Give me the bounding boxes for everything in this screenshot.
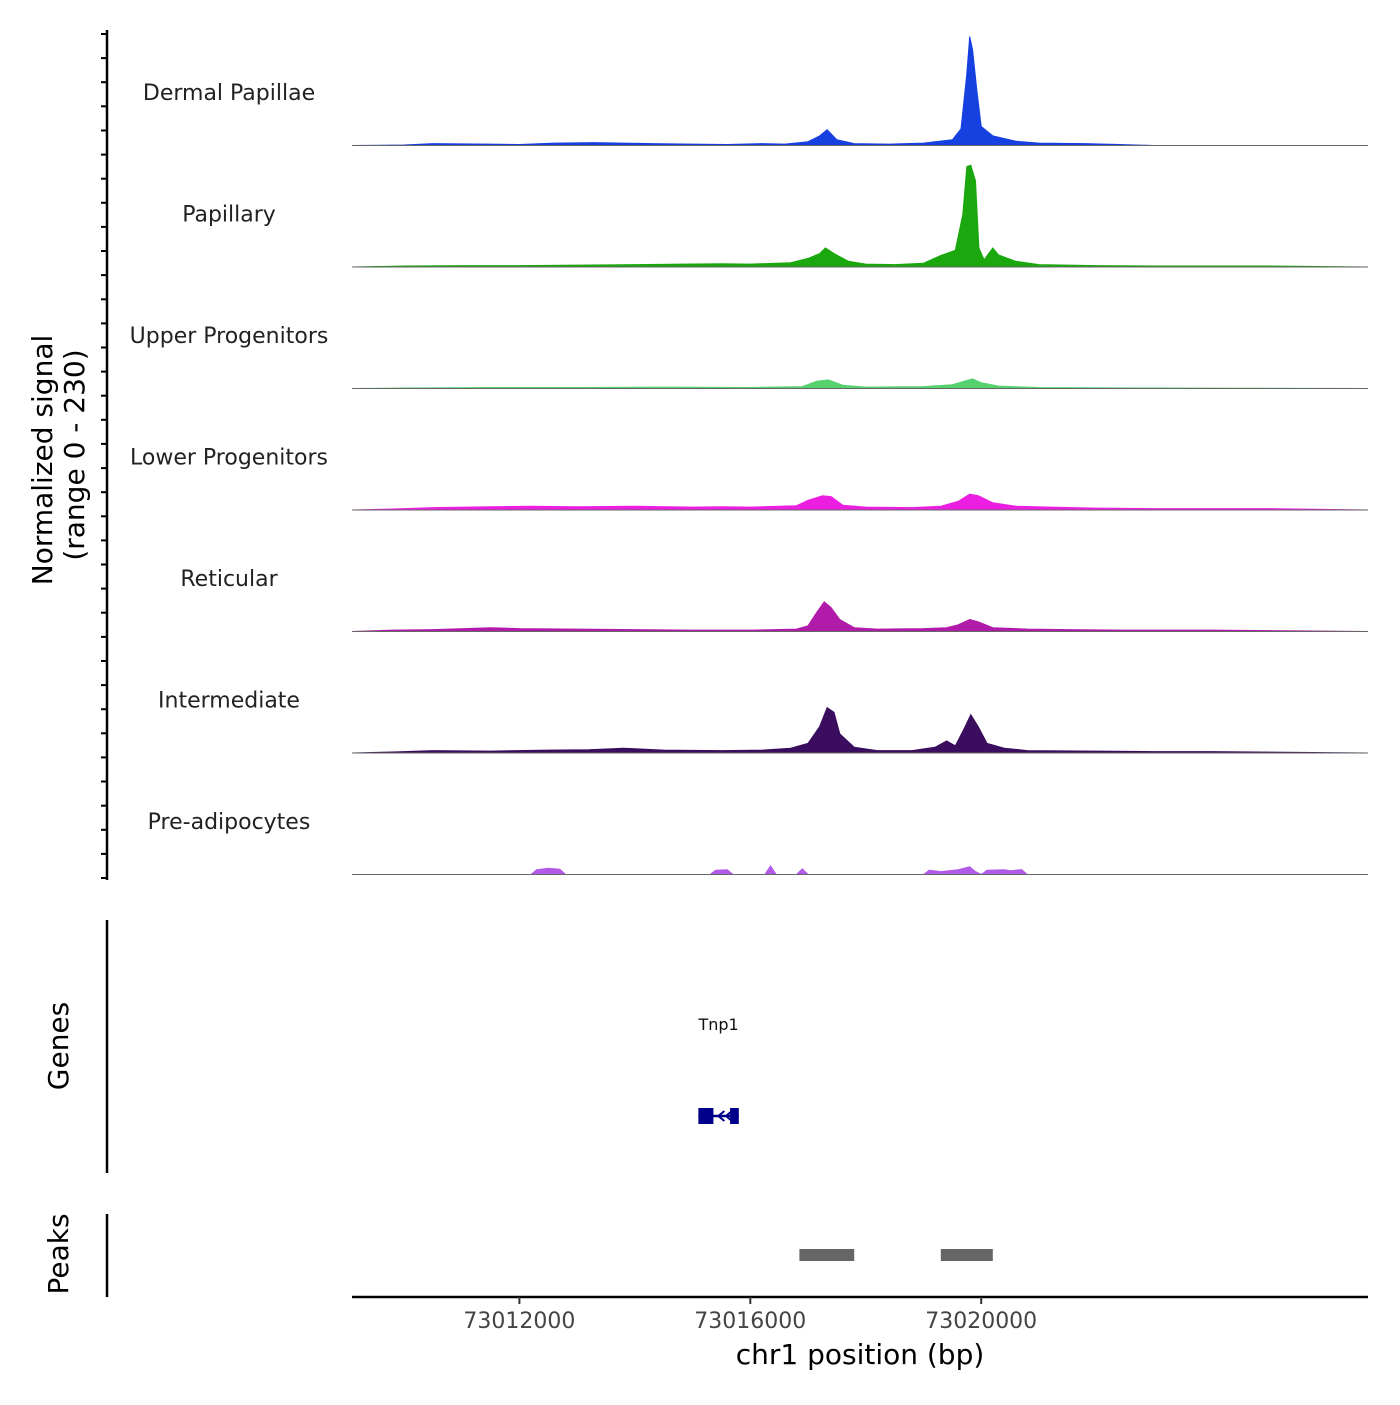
gene-strand-arrow bbox=[724, 1110, 733, 1122]
track-area-papillary bbox=[351, 164, 1369, 268]
x-axis-title: chr1 position (bp) bbox=[736, 1338, 985, 1371]
x-axis: 73012000 73016000 73020000 bbox=[352, 1295, 1368, 1334]
gene-label-tnp1: Tnp1 bbox=[697, 1015, 738, 1034]
track-label-lower-progenitors: Lower Progenitors bbox=[130, 446, 328, 471]
track-papillary: Papillary bbox=[182, 164, 1369, 268]
x-tick-label: 73016000 bbox=[694, 1309, 806, 1334]
peak-2 bbox=[940, 1249, 993, 1261]
y-axis-title: Normalized signal bbox=[26, 335, 59, 586]
track-reticular: Reticular bbox=[180, 567, 1369, 632]
track-area-reticular bbox=[351, 601, 1369, 632]
genes-panel: Tnp1 bbox=[105, 920, 739, 1173]
track-area-lower-progenitors bbox=[351, 493, 1369, 511]
genes-panel-label: Genes bbox=[42, 1002, 75, 1090]
track-area-dermal-papillae bbox=[351, 36, 1368, 146]
signal-y-axis bbox=[101, 30, 109, 880]
track-label-upper-progenitors: Upper Progenitors bbox=[130, 324, 329, 349]
peaks-panel-label: Peaks bbox=[42, 1213, 75, 1294]
track-label-dermal-papillae: Dermal Papillae bbox=[143, 81, 315, 106]
track-area-upper-progenitors bbox=[351, 378, 1369, 389]
x-tick-label: 73012000 bbox=[463, 1309, 575, 1334]
track-upper-progenitors: Upper Progenitors bbox=[130, 324, 1369, 389]
track-pre-adipocytes: Pre-adipocytes bbox=[148, 810, 1368, 876]
gene-tnp1: Tnp1 bbox=[697, 1015, 739, 1124]
track-label-papillary: Papillary bbox=[182, 203, 276, 228]
peak-1 bbox=[799, 1249, 855, 1261]
gene-strand-arrow bbox=[716, 1110, 726, 1122]
track-label-pre-adipocytes: Pre-adipocytes bbox=[148, 810, 311, 835]
x-tick-label: 73020000 bbox=[925, 1309, 1037, 1334]
track-intermediate: Intermediate bbox=[158, 689, 1369, 754]
track-dermal-papillae: Dermal Papillae bbox=[143, 36, 1368, 146]
gene-exon-tnp1-2 bbox=[730, 1108, 739, 1124]
track-area-intermediate bbox=[351, 706, 1369, 754]
coverage-tracks: Dermal Papillae Papillary Upper Progenitor… bbox=[130, 36, 1369, 876]
track-area-pre-adipocytes bbox=[352, 865, 1368, 876]
track-label-reticular: Reticular bbox=[180, 567, 278, 592]
track-label-intermediate: Intermediate bbox=[158, 689, 300, 714]
track-lower-progenitors: Lower Progenitors bbox=[130, 446, 1369, 511]
y-axis-range-label: (range 0 - 230) bbox=[58, 349, 91, 560]
gene-exon-tnp1-1 bbox=[698, 1108, 714, 1124]
peaks-panel bbox=[105, 1214, 993, 1297]
